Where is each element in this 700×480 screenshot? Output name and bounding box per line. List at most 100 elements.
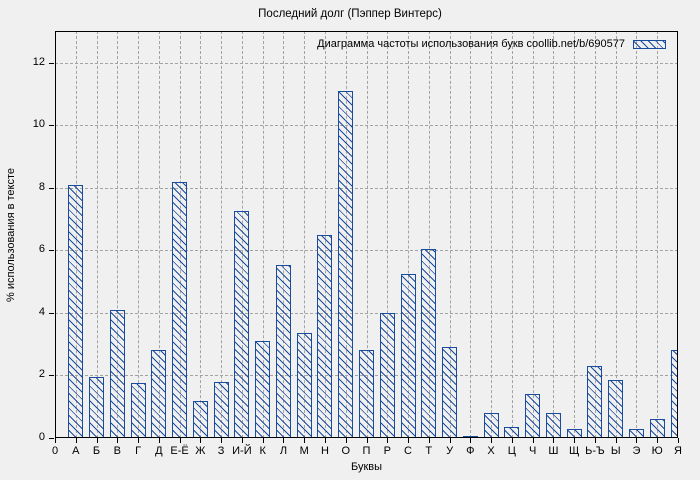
axis-tick-y: [49, 250, 54, 252]
y-axis-label: % использования в тексте: [5, 167, 17, 302]
bar-М: [296, 333, 312, 438]
axis-tick-x: [262, 438, 264, 443]
bar-В: [109, 309, 125, 438]
v-gridline: [366, 31, 368, 438]
bar-Ф: [462, 435, 478, 438]
v-gridline: [117, 31, 119, 438]
h-gridline: [55, 62, 678, 64]
axis-tick-x: [221, 438, 223, 443]
v-gridline: [304, 31, 306, 438]
v-gridline: [470, 31, 472, 438]
x-tick-label: Э: [632, 445, 641, 457]
v-gridline: [138, 31, 140, 438]
y-tick-label: 2: [38, 368, 45, 381]
x-tick-label: Ш: [548, 445, 559, 457]
x-tick-label: Ь-Ъ: [585, 445, 605, 457]
axis-tick-x: [75, 438, 77, 443]
v-gridline: [324, 31, 326, 438]
bar-О: [338, 91, 354, 438]
x-tick-label: К: [259, 445, 266, 457]
axis-tick-x: [678, 438, 679, 443]
axis-tick-y: [49, 375, 54, 377]
x-tick-label: Ц: [507, 445, 516, 457]
y-tick-label: 8: [38, 180, 45, 193]
x-tick-label: О: [341, 445, 350, 457]
axis-tick-x: [96, 438, 98, 443]
axis-tick-x: [55, 438, 56, 443]
axis-tick-y: [49, 187, 54, 189]
bar-У: [442, 347, 458, 438]
bar-Б: [89, 377, 105, 438]
bar-Ы: [608, 380, 624, 438]
bar-Н: [317, 234, 333, 438]
bar-Ч: [525, 394, 541, 438]
bar-Г: [130, 383, 146, 438]
x-tick-label: Н: [320, 445, 329, 457]
axis-tick-x: [470, 438, 472, 443]
y-tick-label: 6: [38, 243, 45, 256]
v-gridline: [532, 31, 534, 438]
axis-tick-x: [366, 438, 368, 443]
axis-tick-x: [241, 438, 243, 443]
axis-tick-x: [158, 438, 160, 443]
axis-tick-y: [49, 62, 54, 64]
v-gridline: [428, 31, 430, 438]
x-tick-label: Е-Ё: [170, 445, 189, 457]
v-gridline: [594, 31, 596, 438]
bar-Х: [483, 413, 499, 438]
h-gridline: [55, 312, 678, 314]
legend-label: Диаграмма частоты использования букв coo…: [317, 38, 625, 50]
h-gridline: [55, 125, 678, 127]
bar-З: [213, 381, 229, 438]
bar-Ю: [649, 419, 665, 438]
axis-tick-x: [657, 438, 659, 443]
axis-tick-x: [532, 438, 534, 443]
bar-Ж: [192, 400, 208, 438]
v-gridline: [553, 31, 555, 438]
x-tick-label: Ф: [466, 445, 475, 457]
bar-Э: [628, 429, 644, 438]
v-gridline: [408, 31, 410, 438]
x-tick-label: Ж: [195, 445, 206, 457]
bar-Р: [379, 312, 395, 438]
x-tick-label: 0: [51, 445, 59, 457]
x-tick-label: С: [404, 445, 412, 457]
bar-Я: [670, 350, 678, 438]
y-tick-label: 12: [32, 55, 45, 68]
x-tick-label: Ы: [610, 445, 621, 457]
x-tick-label: Д: [155, 445, 163, 457]
bar-Ш: [545, 413, 561, 438]
plot-area: Диаграмма частоты использования букв coo…: [55, 31, 678, 438]
v-gridline: [615, 31, 617, 438]
x-tick-label: Л: [279, 445, 288, 457]
axis-tick-x: [117, 438, 119, 443]
v-gridline: [158, 31, 160, 438]
h-gridline: [55, 250, 678, 252]
x-tick-label: У: [446, 445, 454, 457]
x-tick-label: Г: [135, 445, 142, 457]
v-gridline: [574, 31, 576, 438]
axis-tick-x: [449, 438, 451, 443]
axis-tick-x: [408, 438, 410, 443]
x-tick-label: М: [299, 445, 309, 457]
axis-tick-x: [553, 438, 555, 443]
bar-И-Й: [234, 211, 250, 438]
axis-tick-y: [49, 312, 54, 314]
v-gridline: [200, 31, 202, 438]
axis-tick-x: [491, 438, 493, 443]
bar-Е-Ё: [172, 181, 188, 438]
v-gridline: [491, 31, 493, 438]
v-gridline: [511, 31, 513, 438]
axis-tick-x: [200, 438, 202, 443]
bar-Щ: [566, 428, 582, 438]
bar-П: [359, 350, 374, 438]
x-tick-label: А: [72, 445, 80, 457]
x-tick-label: П: [362, 445, 371, 457]
bar-Д: [151, 350, 167, 438]
axis-tick-y: [49, 125, 54, 127]
axis-tick-x: [179, 438, 181, 443]
x-tick-label: В: [113, 445, 121, 457]
axis-tick-x: [511, 438, 513, 443]
v-gridline: [96, 31, 98, 438]
x-tick-label: Я: [674, 445, 682, 457]
